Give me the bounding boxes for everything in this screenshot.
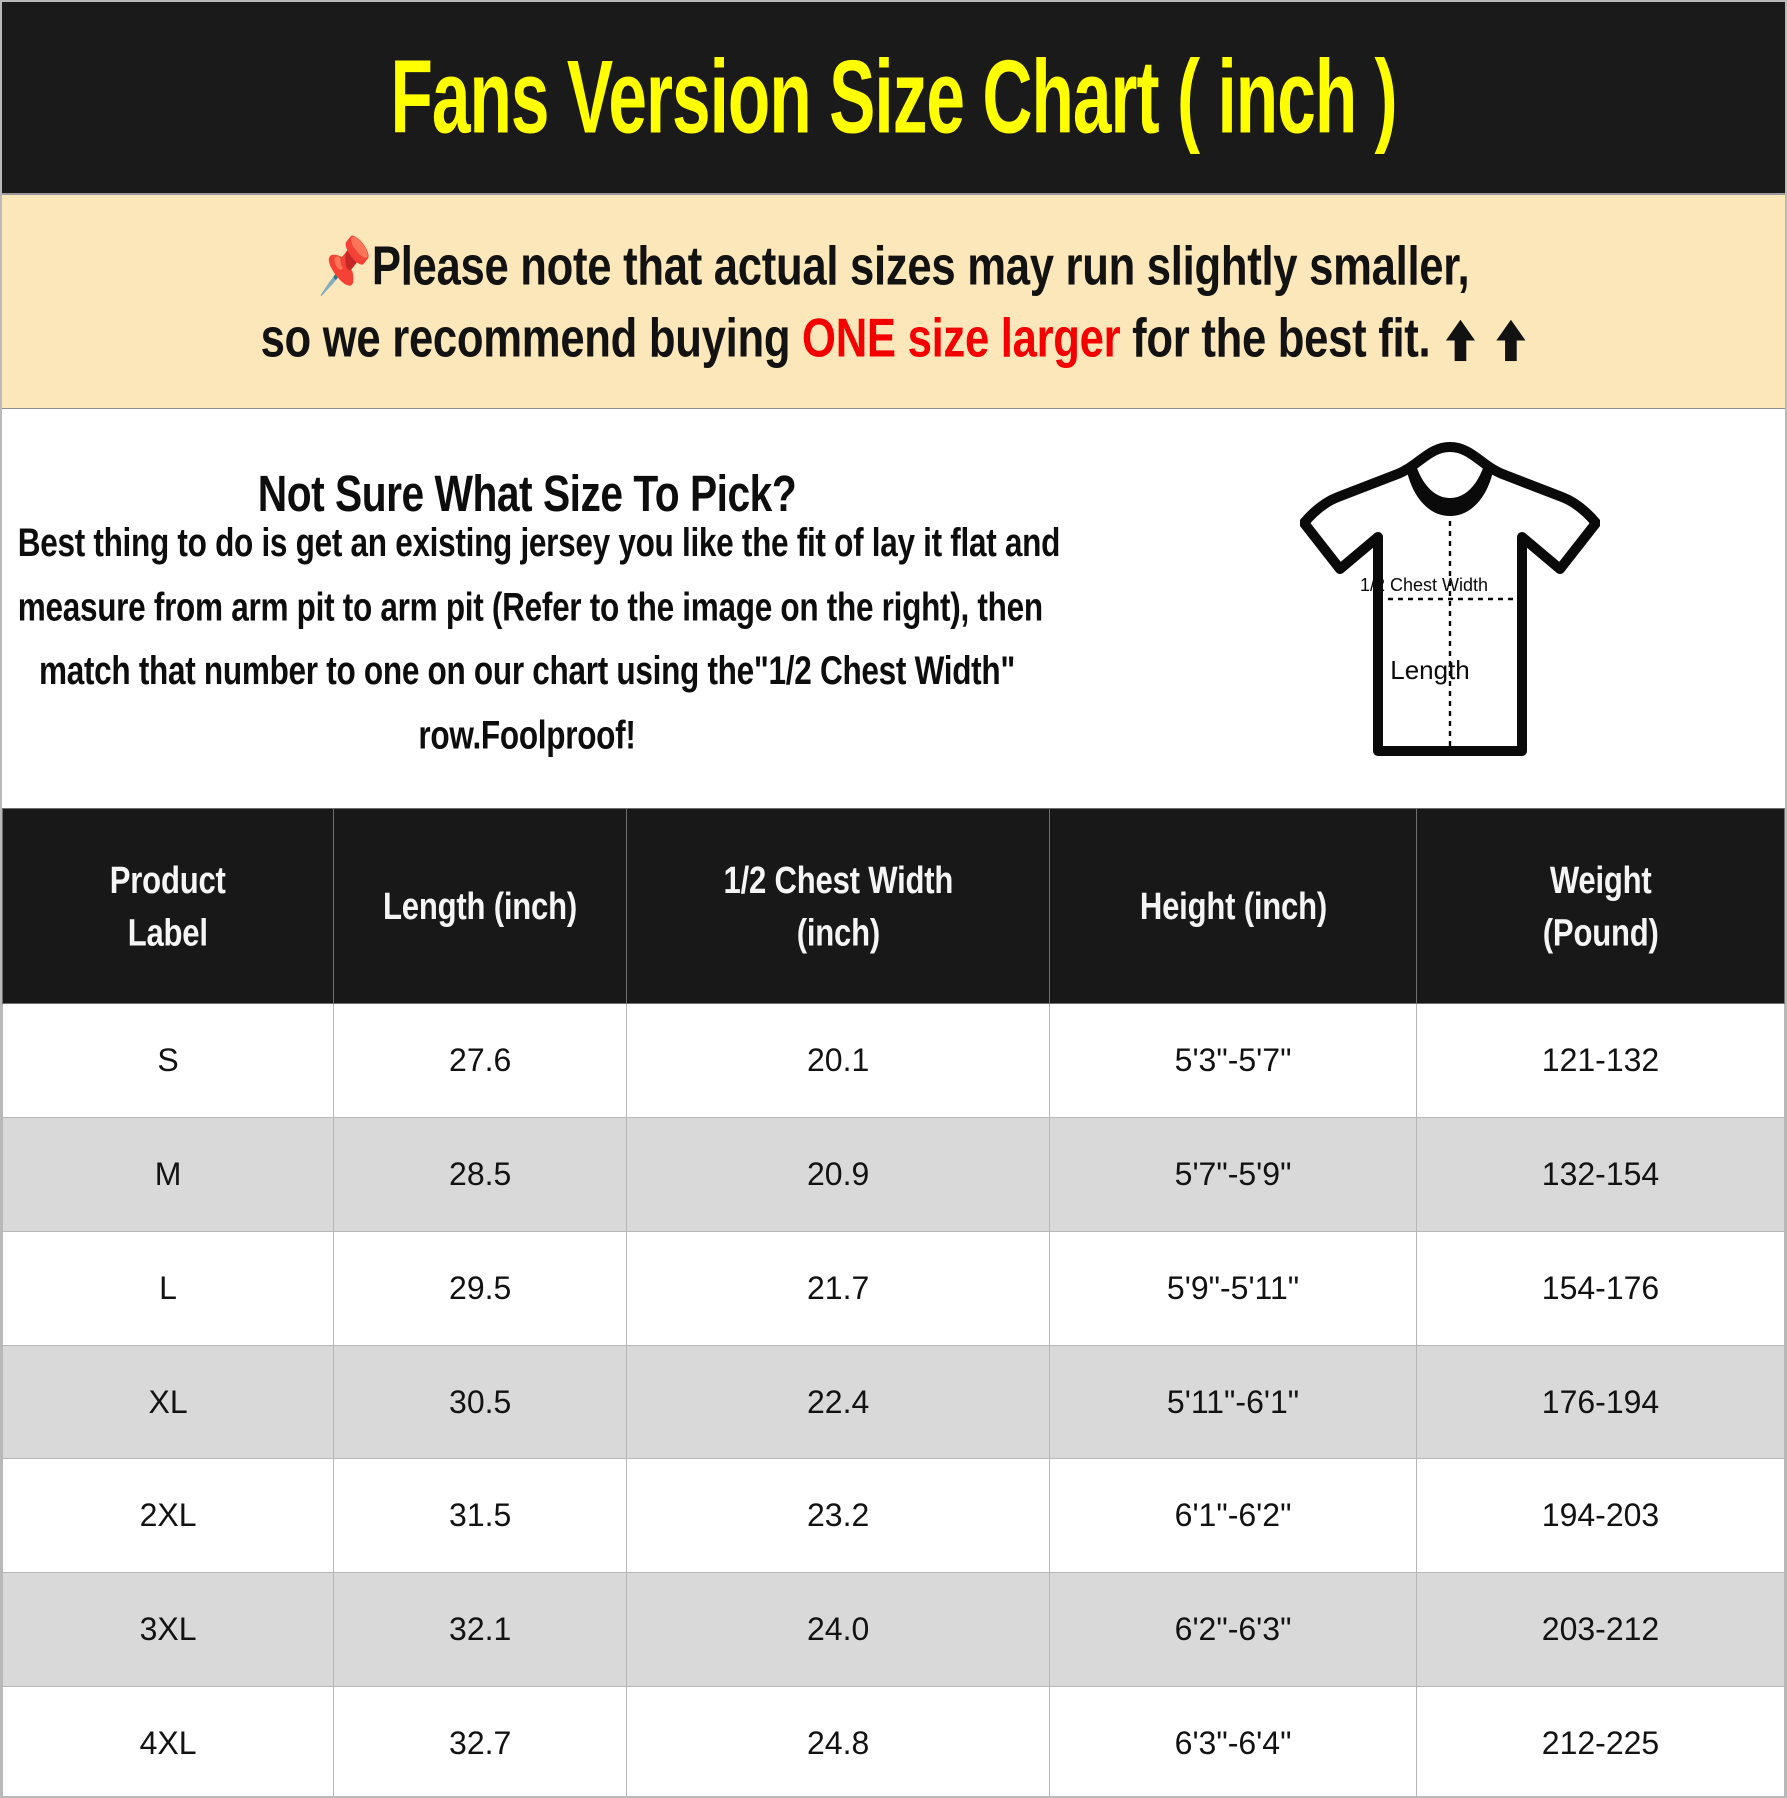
svg-text:1/2 Chest Width: 1/2 Chest Width — [1360, 575, 1488, 595]
svg-text:Length: Length — [1390, 655, 1470, 685]
